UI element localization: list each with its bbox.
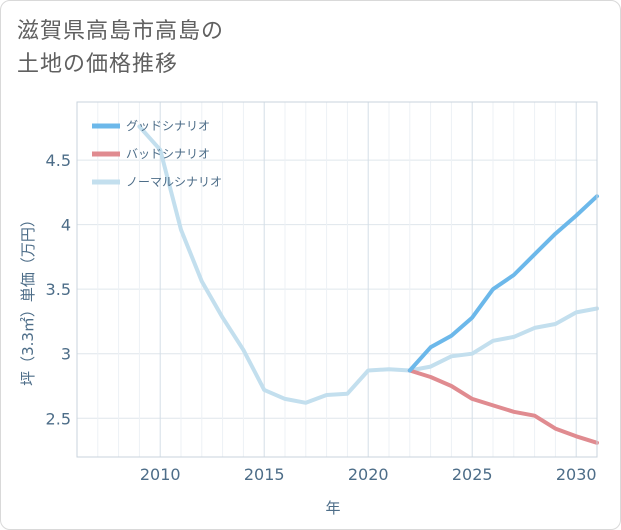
y-tick-label: 4.5 bbox=[46, 151, 71, 170]
legend-label: バッドシナリオ bbox=[126, 147, 210, 161]
legend-label: グッドシナリオ bbox=[126, 119, 210, 133]
x-tick-label: 2020 bbox=[348, 465, 389, 484]
legend-label: ノーマルシナリオ bbox=[126, 175, 222, 189]
y-tick-label: 3 bbox=[61, 345, 71, 364]
y-tick-label: 3.5 bbox=[46, 280, 71, 299]
x-axis-label: 年 bbox=[325, 499, 340, 517]
x-tick-label: 2010 bbox=[140, 465, 181, 484]
chart-title-line-1: 滋賀県高島市高島の bbox=[17, 19, 225, 44]
series-line-2 bbox=[407, 368, 599, 445]
y-axis-tick-labels: 2.5 3 3.5 4 4.5 bbox=[46, 151, 71, 428]
y-tick-label: 2.5 bbox=[46, 409, 71, 428]
y-tick-label: 4 bbox=[61, 216, 71, 235]
chart-title: 滋賀県高島市高島の 土地の価格推移 bbox=[17, 15, 377, 81]
chart-title-line-2: 土地の価格推移 bbox=[17, 52, 179, 77]
x-tick-label: 2025 bbox=[452, 465, 493, 484]
plot-area-border bbox=[76, 101, 598, 458]
x-tick-label: 2030 bbox=[556, 465, 597, 484]
series-lines bbox=[137, 124, 599, 445]
series-line-3 bbox=[137, 124, 599, 405]
x-gridlines bbox=[76, 102, 598, 457]
x-axis-tick-labels: 2010 2015 2020 2025 2030 bbox=[140, 465, 597, 484]
y-axis-label: 坪（3.3㎡）単価（万円） bbox=[19, 212, 37, 386]
series-line-1 bbox=[407, 194, 599, 373]
x-tick-label: 2015 bbox=[244, 465, 285, 484]
